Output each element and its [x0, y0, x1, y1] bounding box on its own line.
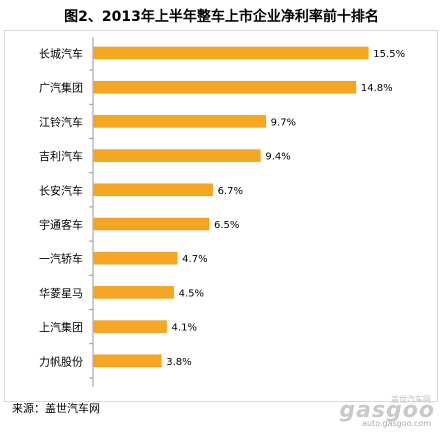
- source-note: 来源：盖世汽车网: [12, 402, 100, 415]
- data-label: 3.8%: [166, 357, 191, 368]
- category-label: 力帆股份: [39, 354, 83, 368]
- category-label: 吉利汽车: [39, 149, 83, 163]
- category-label: 一汽轿车: [39, 252, 83, 266]
- watermark-brand-cn: 盖世汽车网: [391, 395, 431, 404]
- bar: [93, 251, 178, 265]
- bar: [93, 183, 213, 197]
- category-label: 长城汽车: [39, 47, 83, 61]
- category-label: 华菱星马: [39, 286, 83, 300]
- category-label: 长安汽车: [39, 183, 83, 197]
- chart-title: 图2、2013年上半年整车上市企业净利率前十排名: [64, 9, 379, 25]
- category-label: 广汽集团: [39, 81, 83, 95]
- watermark-logo: 盖世汽车网 gasgoo auto.gasgoo.com: [325, 392, 435, 428]
- data-label: 6.5%: [214, 220, 239, 231]
- category-label: 宇通客车: [39, 218, 83, 232]
- watermark-url: auto.gasgoo.com: [362, 419, 431, 428]
- data-label: 14.8%: [361, 83, 393, 94]
- data-label: 6.7%: [218, 186, 243, 197]
- bar-chart: 长城汽车 15.5% 广汽集团 14.8% 江铃汽车 9.7% 吉利汽车 9.4% 长安汽车 6.…: [39, 37, 405, 387]
- bar: [93, 149, 261, 162]
- watermark-brand: gasgoo: [339, 398, 435, 423]
- category-label: 上汽集团: [39, 320, 83, 334]
- data-label: 9.7%: [271, 117, 296, 128]
- bar: [93, 46, 369, 60]
- bar: [93, 217, 210, 231]
- data-label: 4.1%: [172, 323, 197, 334]
- bar: [93, 320, 167, 333]
- bar: [93, 80, 357, 94]
- bar: [93, 115, 266, 128]
- chart-area: 长城汽车 15.5% 广汽集团 14.8% 江铃汽车 9.7% 吉利汽车 9.4% 长安汽车 6.…: [4, 30, 438, 402]
- category-label: 江铃汽车: [39, 115, 83, 129]
- bar: [93, 354, 162, 368]
- data-label: 4.5%: [179, 288, 204, 299]
- data-label: 4.7%: [182, 254, 207, 265]
- data-label: 15.5%: [373, 49, 405, 60]
- bar: [93, 286, 174, 299]
- data-label: 9.4%: [265, 152, 290, 163]
